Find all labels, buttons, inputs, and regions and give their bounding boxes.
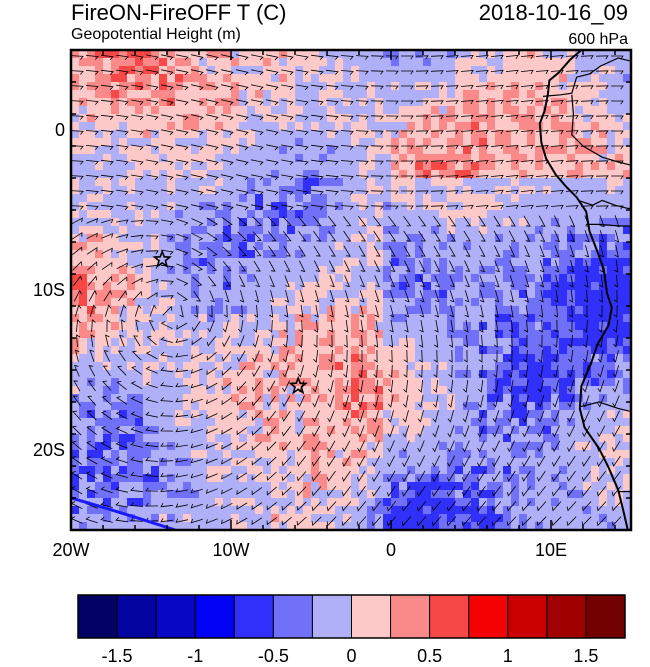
country-border [579, 401, 631, 413]
colorbar-label: 0.5 [417, 646, 442, 666]
star-marker [288, 375, 308, 395]
colorbar-label: -1 [187, 646, 203, 666]
temperature-difference-field [71, 50, 631, 530]
map-frame [69, 48, 633, 532]
colorbar-swatch [233, 594, 274, 639]
colorbar-swatch [390, 594, 431, 639]
marker-layer [152, 249, 308, 395]
blue-contour-line [71, 496, 176, 530]
country-border [542, 57, 631, 97]
colorbar-swatch [507, 594, 548, 639]
country-border [578, 199, 631, 209]
colorbar-swatch [311, 594, 352, 639]
lat-tick-label: 20S [33, 440, 65, 460]
lon-tick-label: 10E [535, 540, 567, 560]
title-date: 2018-10-16_09 [478, 0, 628, 25]
colorbar-label: -1.5 [102, 646, 133, 666]
colorbar-swatch [351, 594, 392, 639]
colorbar-swatch [468, 594, 509, 639]
colorbar-swatch [546, 594, 587, 639]
country-border [571, 94, 631, 166]
lon-tick-label: 0 [386, 540, 396, 560]
axis-ticks [70, 49, 631, 531]
colorbar-swatch [155, 594, 196, 639]
geography-lines [538, 50, 631, 530]
colorbar-swatch [116, 594, 157, 639]
lon-tick-label: 10W [212, 540, 249, 560]
title-subtitle: Geopotential Height (m) [71, 26, 241, 43]
lon-tick-label: 20W [52, 540, 89, 560]
wind-barbs [71, 54, 624, 527]
colorbar-label: 0 [346, 646, 356, 666]
coastline [538, 50, 629, 530]
colorbar-swatch [272, 594, 313, 639]
colorbar-label: 1 [503, 646, 513, 666]
title-main: FireON-FireOFF T (C) [71, 0, 287, 25]
colorbar: -1.5 -1 -0.5 0 0.5 1 1.5 [77, 594, 626, 666]
colorbar-swatch [585, 594, 626, 639]
colorbar-swatch [429, 594, 470, 639]
star-marker [152, 249, 172, 268]
colorbar-swatch [194, 594, 235, 639]
title-level: 600 hPa [568, 31, 628, 48]
colorbar-label: 1.5 [573, 646, 598, 666]
lat-tick-label: 0 [55, 120, 65, 140]
colorbar-swatch [77, 594, 118, 639]
colorbar-label: -0.5 [258, 646, 289, 666]
lat-tick-label: 10S [33, 280, 65, 300]
country-border [586, 223, 631, 227]
